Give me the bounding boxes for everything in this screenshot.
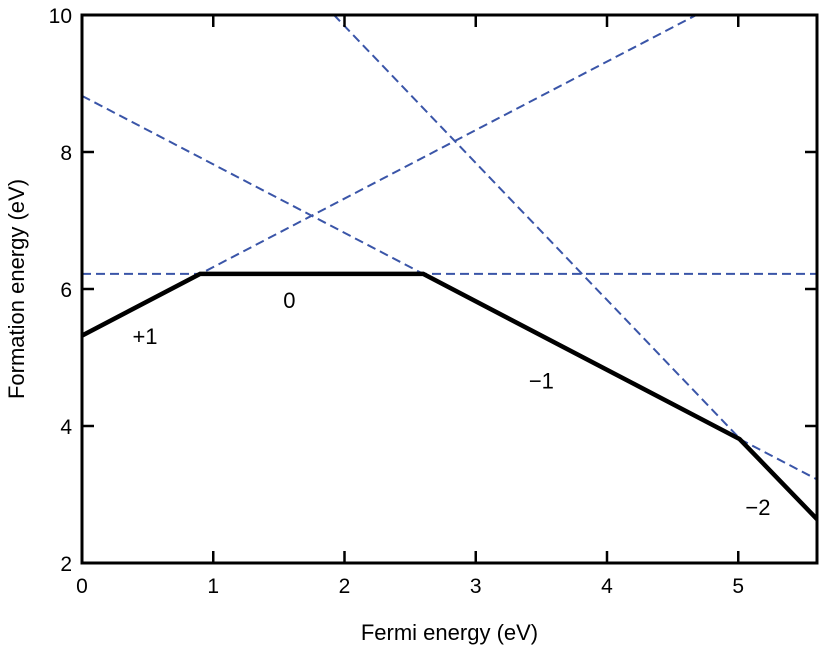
y-tick-label: 4 bbox=[60, 416, 72, 439]
y-tick-label: 8 bbox=[60, 142, 72, 165]
x-axis-label: Fermi energy (eV) bbox=[361, 620, 538, 645]
y-tick-label: 2 bbox=[60, 553, 72, 576]
annotations-group: +1 0 −1 −2 bbox=[132, 288, 770, 520]
x-tick-label: 3 bbox=[470, 575, 482, 598]
y-tick-label: 6 bbox=[60, 279, 72, 302]
x-tick-label: 2 bbox=[339, 575, 351, 598]
dashed-line-3 bbox=[332, 15, 817, 520]
x-tick-label: 5 bbox=[732, 575, 744, 598]
hull-group bbox=[80, 271, 819, 521]
charge-state-label: −2 bbox=[745, 495, 770, 520]
y-axis-label: Formation energy (eV) bbox=[4, 179, 29, 399]
charge-state-label: 0 bbox=[283, 288, 295, 313]
y-tick-label: 10 bbox=[49, 5, 72, 28]
charge-state-label: −1 bbox=[529, 368, 554, 393]
dashed-series-group bbox=[82, 15, 817, 520]
hull-line bbox=[80, 271, 819, 521]
ticks-group: 0 1 2 3 4 5 2 4 6 8 10 bbox=[49, 5, 817, 598]
charge-state-label: +1 bbox=[132, 324, 157, 349]
x-tick-label: 1 bbox=[207, 575, 219, 598]
x-tick-label: 4 bbox=[601, 575, 613, 598]
x-tick-label: 0 bbox=[76, 575, 88, 598]
